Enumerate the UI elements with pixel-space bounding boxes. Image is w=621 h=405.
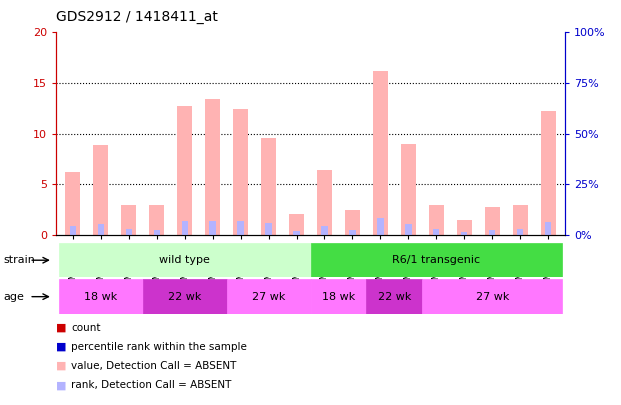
Text: age: age [3, 292, 24, 302]
Text: ■: ■ [56, 323, 66, 333]
Bar [513, 205, 528, 235]
Bar [153, 230, 160, 235]
Bar [350, 230, 356, 235]
Bar [456, 220, 472, 235]
Bar [237, 221, 243, 235]
Bar [373, 71, 388, 235]
Bar [489, 230, 496, 235]
Text: 27 wk: 27 wk [252, 292, 285, 302]
Bar [97, 224, 104, 235]
Text: R6/1 transgenic: R6/1 transgenic [392, 255, 481, 265]
Bar [177, 107, 193, 235]
Bar [59, 279, 143, 314]
Bar [205, 99, 220, 235]
Bar [233, 109, 248, 235]
Text: count: count [71, 323, 101, 333]
Bar [378, 219, 384, 235]
Bar [294, 231, 299, 235]
Bar [149, 205, 165, 235]
Bar [545, 222, 551, 235]
Bar [317, 170, 332, 235]
Bar [209, 221, 215, 235]
Bar [422, 279, 562, 314]
Bar [93, 145, 108, 235]
Bar [261, 138, 276, 235]
Bar [406, 224, 412, 235]
Bar [541, 111, 556, 235]
Text: 18 wk: 18 wk [84, 292, 117, 302]
Bar [65, 172, 80, 235]
Bar [433, 228, 440, 235]
Text: ■: ■ [56, 361, 66, 371]
Bar [366, 279, 422, 314]
Bar [227, 279, 310, 314]
Text: 27 wk: 27 wk [476, 292, 509, 302]
Bar [121, 205, 137, 235]
Bar [143, 279, 227, 314]
Bar [59, 243, 310, 277]
Bar [310, 279, 366, 314]
Text: value, Detection Call = ABSENT: value, Detection Call = ABSENT [71, 361, 237, 371]
Bar [401, 144, 416, 235]
Bar [70, 226, 76, 235]
Text: rank, Detection Call = ABSENT: rank, Detection Call = ABSENT [71, 380, 232, 390]
Bar [181, 221, 188, 235]
Bar [484, 207, 500, 235]
Bar [322, 226, 327, 235]
Bar [265, 223, 271, 235]
Text: ■: ■ [56, 342, 66, 352]
Bar [345, 210, 360, 235]
Text: strain: strain [3, 255, 35, 265]
Bar [428, 205, 444, 235]
Bar [289, 214, 304, 235]
Text: 18 wk: 18 wk [322, 292, 355, 302]
Text: 22 wk: 22 wk [378, 292, 411, 302]
Bar [125, 229, 132, 235]
Text: ■: ■ [56, 380, 66, 390]
Bar [310, 243, 562, 277]
Bar [517, 229, 524, 235]
Text: percentile rank within the sample: percentile rank within the sample [71, 342, 247, 352]
Text: GDS2912 / 1418411_at: GDS2912 / 1418411_at [56, 10, 218, 24]
Text: 22 wk: 22 wk [168, 292, 201, 302]
Text: wild type: wild type [159, 255, 210, 265]
Bar [461, 232, 468, 235]
